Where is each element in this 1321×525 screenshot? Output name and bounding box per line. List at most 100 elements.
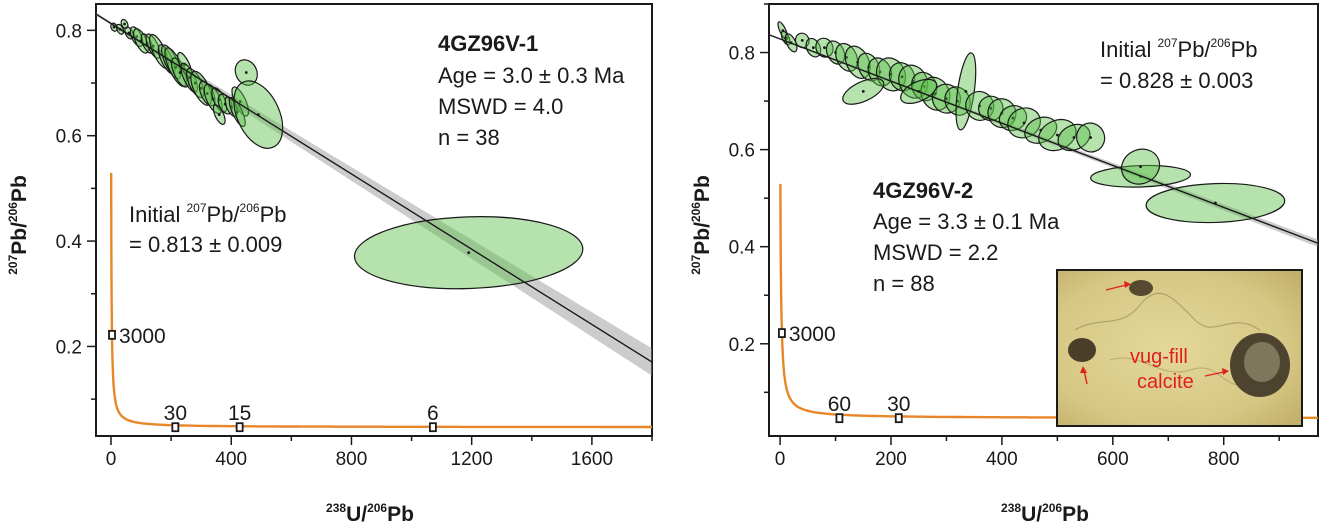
data-point: [900, 75, 904, 79]
y-tick-label: 0.4: [729, 238, 756, 259]
data-point: [889, 72, 893, 76]
chart-panel-4gz96v-2: 0.2 0.4 0.6 0.8 0 200 400 600 800 3000 60 30 Init…: [689, 3, 1319, 525]
inset-photo: vug-fill calcite: [1056, 269, 1303, 427]
data-point: [238, 100, 242, 103]
y-axis-title: 207Pb/206Pb: [6, 175, 31, 275]
n-text: n = 88: [873, 271, 935, 296]
concordia-curve: [110, 172, 652, 429]
x-axis-title: 238U/206Pb: [326, 501, 414, 525]
data-point: [193, 81, 197, 85]
age-label: 3000: [119, 325, 166, 348]
vug-small-top: [1129, 280, 1153, 296]
age-marker: [835, 413, 844, 424]
age-label: 15: [228, 402, 251, 425]
age-marker: [894, 413, 903, 424]
data-point: [811, 46, 815, 50]
data-point: [1139, 165, 1142, 169]
y-axis-ticks: 0.2 0.4 0.6 0.8: [56, 21, 96, 400]
data-point: [922, 85, 926, 88]
x-tick-label: 800: [1208, 449, 1240, 470]
sample-title: 4GZ96V-1: [438, 31, 538, 56]
y-axis-ticks: 0.2 0.4 0.6 0.8: [729, 3, 769, 394]
mswd-text: MSWD = 4.0: [438, 94, 563, 119]
data-point: [217, 113, 221, 117]
concordia-age-markers: 3000 30 15 6: [108, 325, 439, 433]
data-point: [933, 92, 937, 96]
x-tick-label: 0: [106, 449, 117, 470]
age-label: 60: [828, 393, 851, 416]
inset-arrow-head: [1222, 368, 1229, 375]
y-tick-label: 0.8: [729, 44, 755, 65]
age-marker: [429, 422, 437, 433]
age-marker: [235, 422, 244, 433]
chart-panel-4gz96v-1: 0.2 0.4 0.6 0.8 0 400 800 1200 1600 3000 30 15 6 4…: [6, 3, 653, 525]
data-point: [989, 106, 993, 110]
data-point: [1089, 136, 1093, 139]
y-tick-label: 0.6: [729, 141, 755, 162]
age-marker: [778, 328, 786, 338]
inset-arrow: [1105, 284, 1127, 291]
inset-label-line2: calcite: [1137, 371, 1194, 393]
regression-line: [96, 13, 652, 363]
regression-line: [769, 34, 1318, 245]
y-tick-label: 0.2: [56, 337, 82, 358]
vug-left: [1068, 338, 1096, 362]
n-text: n = 38: [438, 125, 500, 150]
x-axis-title: 238U/206Pb: [1001, 501, 1089, 525]
x-axis-ticks: 0 400 800 1200 1600: [106, 436, 653, 470]
age-label: 30: [887, 393, 910, 416]
inset-arrow-head: [1080, 366, 1087, 373]
data-point: [187, 76, 191, 80]
x-tick-label: 1600: [571, 449, 613, 470]
age-label: 3000: [789, 323, 836, 346]
data-point: [174, 65, 178, 69]
data-point: [135, 35, 138, 39]
inset-crack: [1074, 292, 1261, 331]
data-point: [244, 71, 248, 74]
y-tick-label: 0.8: [56, 21, 82, 42]
age-text: Age = 3.3 ± 0.1 Ma: [873, 209, 1060, 234]
x-tick-label: 200: [875, 449, 907, 470]
age-marker: [171, 422, 180, 433]
data-point: [861, 89, 865, 93]
x-tick-label: 400: [986, 449, 1018, 470]
y-tick-label: 0.4: [56, 232, 83, 253]
data-point: [823, 46, 826, 50]
y-tick-label: 0.2: [729, 335, 755, 356]
inset-arrow: [1204, 371, 1225, 377]
inset-label-line1: vug-fill: [1130, 346, 1188, 368]
initial-ratio-label: Initial 207Pb/206Pb: [129, 201, 287, 227]
y-axis-title: 207Pb/206Pb: [689, 175, 714, 275]
initial-ratio-value: = 0.813 ± 0.009: [129, 232, 282, 257]
inset-arrow-head: [1124, 281, 1131, 288]
y-tick-label: 0.6: [56, 127, 82, 148]
mswd-text: MSWD = 2.2: [873, 240, 998, 265]
initial-ratio-value: = 0.828 ± 0.003: [1100, 68, 1253, 93]
data-point: [1055, 133, 1059, 137]
data-point: [123, 22, 126, 26]
age-text: Age = 3.0 ± 0.3 Ma: [438, 63, 625, 88]
x-tick-label: 0: [775, 449, 786, 470]
data-point: [878, 70, 882, 74]
data-point: [205, 92, 209, 95]
inset-crack: [1109, 357, 1251, 387]
data-point: [467, 251, 471, 255]
data-point: [199, 86, 203, 90]
age-label: 6: [427, 402, 439, 425]
initial-ratio-label: Initial 207Pb/206Pb: [1100, 36, 1258, 62]
x-tick-label: 600: [1097, 449, 1129, 470]
data-point: [151, 44, 155, 48]
x-tick-label: 1200: [451, 449, 493, 470]
data-point: [945, 97, 948, 101]
data-point: [1072, 136, 1076, 139]
age-marker: [108, 329, 116, 340]
data-point: [1022, 121, 1026, 125]
ellipse-layer: [110, 18, 584, 290]
x-tick-label: 400: [215, 449, 247, 470]
x-tick-label: 800: [336, 449, 368, 470]
vug-right-core: [1244, 342, 1280, 382]
sample-title: 4GZ96V-2: [873, 178, 973, 203]
data-point: [964, 89, 968, 93]
x-axis-ticks: 0 200 400 600 800: [775, 436, 1280, 470]
